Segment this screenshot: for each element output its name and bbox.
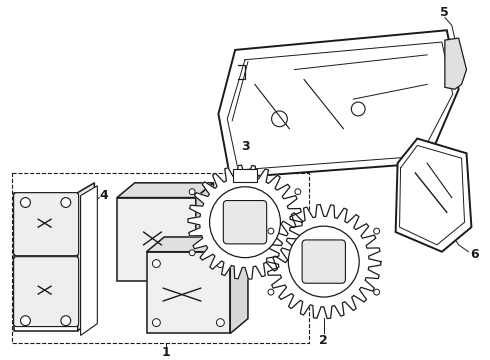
Polygon shape — [117, 198, 196, 281]
Text: 5: 5 — [441, 6, 449, 19]
Circle shape — [189, 189, 195, 195]
Circle shape — [271, 111, 287, 127]
Polygon shape — [267, 204, 381, 319]
Circle shape — [374, 289, 380, 295]
Circle shape — [61, 316, 71, 325]
Polygon shape — [188, 165, 302, 279]
Polygon shape — [77, 183, 95, 330]
Polygon shape — [230, 237, 248, 333]
Circle shape — [295, 250, 301, 256]
Circle shape — [21, 316, 30, 325]
Polygon shape — [219, 30, 459, 178]
Polygon shape — [196, 183, 214, 281]
Polygon shape — [147, 237, 248, 252]
Circle shape — [295, 189, 301, 195]
Circle shape — [152, 319, 160, 327]
FancyBboxPatch shape — [223, 201, 267, 244]
Circle shape — [61, 198, 71, 207]
Circle shape — [217, 319, 224, 327]
Polygon shape — [147, 252, 230, 333]
FancyBboxPatch shape — [14, 193, 78, 256]
Circle shape — [189, 250, 195, 256]
Circle shape — [152, 260, 160, 267]
Text: 2: 2 — [319, 334, 328, 347]
Circle shape — [268, 289, 274, 295]
Polygon shape — [117, 183, 214, 198]
Circle shape — [374, 228, 380, 234]
Text: 3: 3 — [241, 140, 249, 153]
Circle shape — [268, 228, 274, 234]
Text: 1: 1 — [162, 346, 171, 359]
Polygon shape — [80, 186, 98, 336]
Circle shape — [288, 226, 359, 297]
Polygon shape — [233, 169, 257, 182]
FancyBboxPatch shape — [14, 257, 78, 327]
FancyBboxPatch shape — [302, 240, 345, 283]
Text: 6: 6 — [470, 248, 479, 261]
Polygon shape — [14, 193, 77, 330]
Circle shape — [351, 102, 365, 116]
Text: 4: 4 — [100, 189, 109, 202]
Circle shape — [21, 198, 30, 207]
Polygon shape — [445, 38, 466, 89]
Circle shape — [217, 260, 224, 267]
Polygon shape — [395, 139, 471, 252]
Circle shape — [210, 187, 280, 258]
